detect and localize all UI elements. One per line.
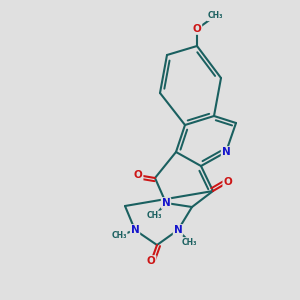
Text: CH₃: CH₃ <box>147 211 163 220</box>
Text: N: N <box>162 198 170 208</box>
Text: O: O <box>134 170 142 180</box>
Text: N: N <box>174 225 182 235</box>
Text: O: O <box>147 256 156 266</box>
Text: CH₃: CH₃ <box>182 238 197 247</box>
Text: O: O <box>223 177 232 188</box>
Text: O: O <box>193 24 201 34</box>
Text: CH₃: CH₃ <box>207 11 223 20</box>
Text: N: N <box>222 147 230 157</box>
Text: CH₃: CH₃ <box>111 232 127 241</box>
Text: N: N <box>130 225 140 235</box>
